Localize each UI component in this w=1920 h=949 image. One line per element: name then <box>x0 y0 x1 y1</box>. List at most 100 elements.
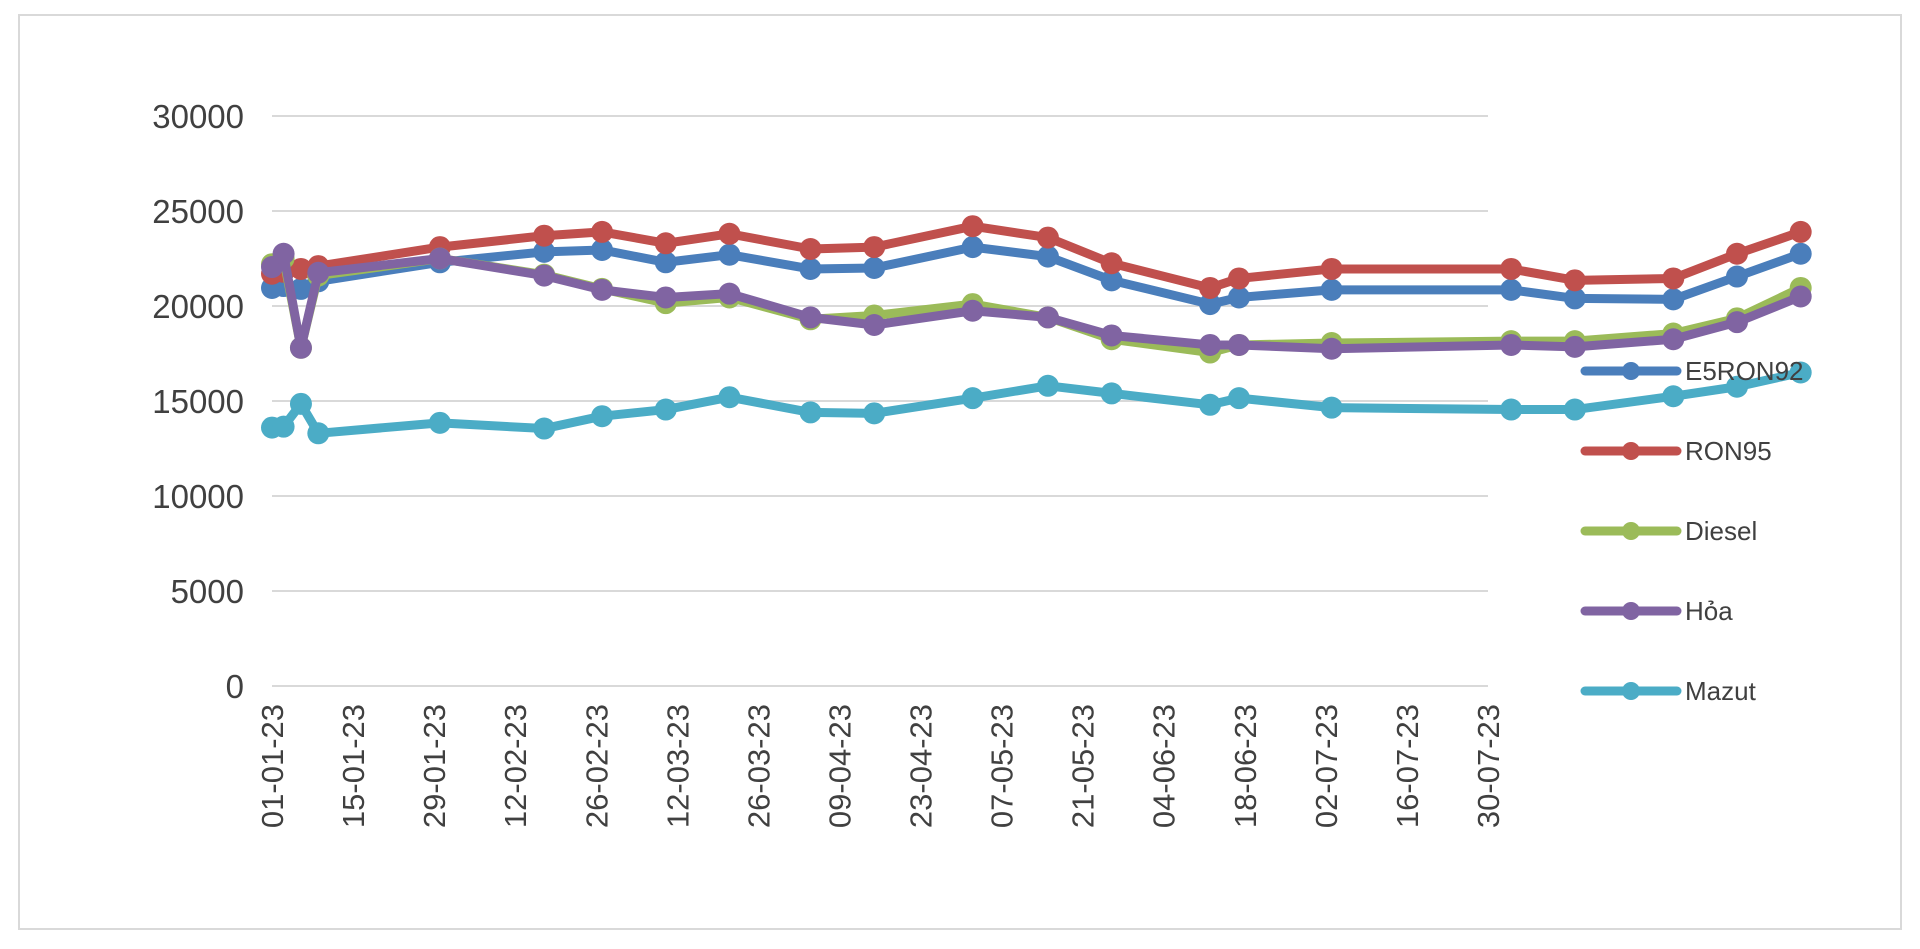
data-point <box>863 236 886 259</box>
series-hỏa <box>261 242 1812 360</box>
data-point <box>863 402 886 425</box>
data-point <box>799 401 822 424</box>
data-point <box>1036 306 1059 329</box>
legend-swatch-marker <box>1622 442 1640 460</box>
grid-lines <box>272 115 1488 687</box>
y-tick-label: 20000 <box>152 288 244 325</box>
data-point <box>533 264 556 287</box>
data-point <box>1563 269 1586 292</box>
y-tick-label: 15000 <box>152 383 244 420</box>
legend-item-hỏa: Hỏa <box>1580 596 1733 626</box>
series-line <box>267 242 1806 309</box>
data-point <box>1199 276 1222 299</box>
x-tick-label: 26-03-23 <box>741 704 776 828</box>
series-line <box>267 221 1806 293</box>
data-point <box>1228 267 1251 290</box>
y-axis-ticks: 0 5000 10000 15000 20000 25000 30000 <box>152 98 244 705</box>
data-point <box>1100 252 1123 275</box>
data-point <box>1100 382 1123 405</box>
legend-label: Mazut <box>1685 676 1757 706</box>
data-point <box>1228 387 1251 410</box>
data-point <box>1725 375 1748 398</box>
data-point <box>1100 269 1123 292</box>
data-point <box>1320 257 1343 280</box>
data-point <box>654 286 677 309</box>
legend-item-ron95: RON95 <box>1580 436 1772 466</box>
data-point <box>1563 287 1586 310</box>
data-point <box>1199 293 1222 316</box>
x-tick-label: 12-03-23 <box>660 704 695 828</box>
data-point <box>718 386 741 409</box>
x-tick-label: 12-02-23 <box>498 704 533 828</box>
series-group <box>261 215 1812 445</box>
data-point <box>1662 267 1685 290</box>
x-tick-label: 01-01-23 <box>255 704 290 828</box>
y-tick-label: 5000 <box>171 573 244 610</box>
x-tick-label: 09-04-23 <box>822 704 857 828</box>
data-point <box>718 282 741 305</box>
data-point <box>718 243 741 266</box>
legend-label: Diesel <box>1685 516 1757 546</box>
data-point <box>961 236 984 259</box>
data-point <box>1500 333 1523 356</box>
data-point <box>1500 398 1523 421</box>
legend-label: E5RON92 <box>1685 356 1804 386</box>
legend-label: RON95 <box>1685 436 1772 466</box>
data-point <box>289 336 312 359</box>
legend-swatch-marker <box>1622 522 1640 540</box>
data-point <box>591 238 614 261</box>
legend-item-mazut: Mazut <box>1580 676 1757 706</box>
data-point <box>1228 286 1251 309</box>
y-tick-label: 30000 <box>152 98 244 135</box>
data-point <box>272 415 295 438</box>
data-point <box>272 242 295 265</box>
data-point <box>591 405 614 428</box>
data-point <box>961 215 984 238</box>
data-point <box>1100 324 1123 347</box>
data-point <box>1725 242 1748 265</box>
data-point <box>1500 257 1523 280</box>
data-point <box>961 387 984 410</box>
data-point <box>428 411 451 434</box>
data-point <box>428 247 451 270</box>
data-point <box>1228 333 1251 356</box>
data-point <box>1789 220 1812 243</box>
x-axis-ticks: 01-01-23 15-01-23 29-01-23 12-02-23 26-02-23… <box>255 704 1506 828</box>
data-point <box>1320 278 1343 301</box>
x-tick-label: 16-07-23 <box>1390 704 1425 828</box>
x-tick-label: 15-01-23 <box>336 704 371 828</box>
data-point <box>1036 226 1059 249</box>
series-line <box>267 249 1806 354</box>
data-point <box>1662 288 1685 311</box>
data-point <box>1662 385 1685 408</box>
data-point <box>799 306 822 329</box>
x-tick-label: 21-05-23 <box>1066 704 1101 828</box>
data-point <box>654 232 677 255</box>
data-point <box>799 238 822 260</box>
y-tick-label: 25000 <box>152 193 244 230</box>
data-point <box>863 257 886 279</box>
data-point <box>1320 337 1343 360</box>
legend-item-e5ron92: E5RON92 <box>1580 356 1804 386</box>
data-point <box>307 261 330 284</box>
data-point <box>1725 265 1748 288</box>
data-point <box>863 314 886 336</box>
x-tick-label: 07-05-23 <box>985 704 1020 828</box>
data-point <box>1320 396 1343 419</box>
data-point <box>289 257 312 280</box>
series-ron95 <box>261 215 1812 299</box>
data-point <box>961 299 984 322</box>
data-point <box>533 224 556 247</box>
series-mazut <box>261 361 1812 445</box>
x-tick-label: 04-06-23 <box>1147 704 1182 828</box>
data-point <box>1036 245 1059 268</box>
data-point <box>654 251 677 274</box>
legend-swatch-marker <box>1622 602 1640 620</box>
data-point <box>1036 374 1059 397</box>
data-point <box>1725 311 1748 334</box>
y-tick-label: 0 <box>226 668 244 705</box>
x-tick-label: 29-01-23 <box>417 704 452 828</box>
y-tick-label: 10000 <box>152 478 244 515</box>
data-point <box>289 392 312 415</box>
data-point <box>1789 242 1812 265</box>
